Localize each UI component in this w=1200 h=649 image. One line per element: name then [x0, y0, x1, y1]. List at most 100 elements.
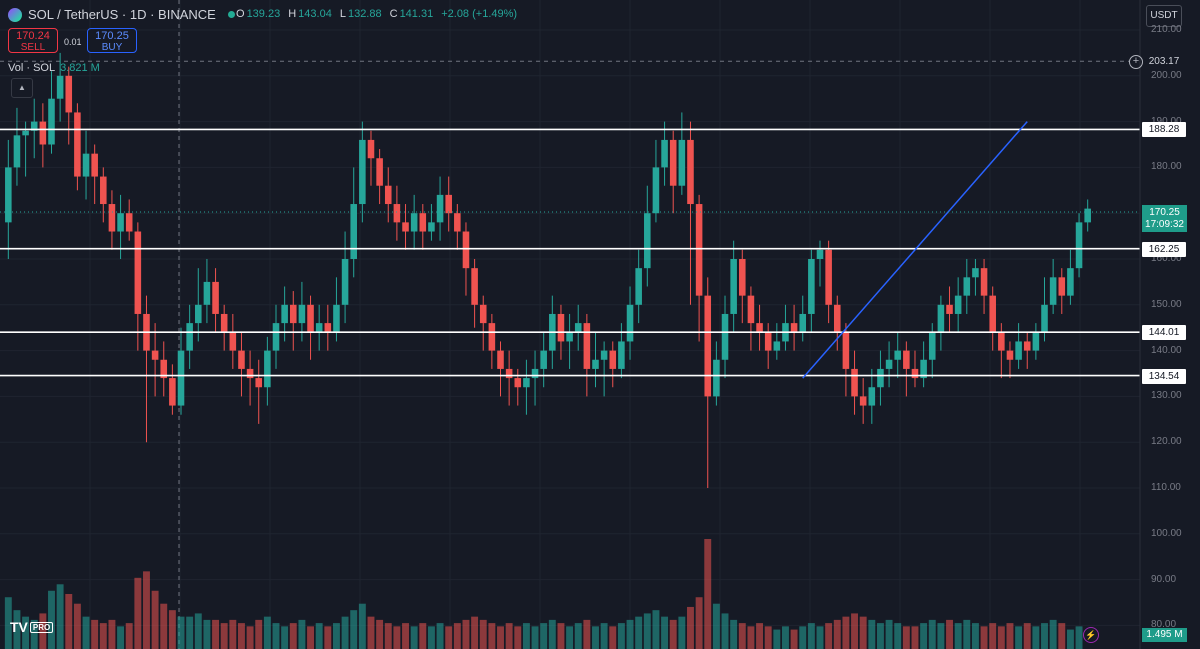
candle-body [877, 368, 884, 388]
volume-bar [574, 623, 582, 649]
lightning-icon[interactable]: ⚡ [1083, 627, 1099, 643]
candle-body [980, 268, 988, 296]
candle-body [307, 304, 314, 333]
buy-label: BUY [101, 42, 123, 53]
volume-bar [1006, 623, 1014, 649]
candle-body [359, 139, 366, 205]
volume-bar [954, 623, 962, 649]
volume-legend: Vol · SOL 3.821 M [8, 62, 100, 74]
candle-body [695, 204, 703, 296]
volume-bar [799, 626, 807, 649]
volume-bar [177, 616, 185, 649]
volume-bar [712, 603, 720, 649]
volume-bar [911, 626, 919, 649]
volume-bar [920, 623, 928, 649]
level-price-label: 134.54 [1142, 368, 1186, 384]
high-label: H [288, 8, 297, 20]
candle-body [410, 213, 418, 232]
ohlc-legend: O 139.23 H 143.04 L 132.88 C 141.31 +2.08 (+… [236, 8, 517, 20]
price-tick-label: 190.00 [1151, 115, 1182, 127]
candle-body [1015, 341, 1022, 360]
candle-body [497, 350, 504, 369]
trendline [802, 121, 1028, 379]
symbol-title[interactable]: SOL / TetherUS · 1D · BINANCE [28, 7, 216, 22]
sol-logo-icon [8, 7, 22, 22]
candle-body [842, 332, 850, 369]
candle-body [255, 378, 263, 388]
volume-bar [971, 623, 979, 649]
volume-bar [419, 623, 427, 649]
candle-body [367, 139, 375, 159]
candle-body [436, 194, 444, 223]
price-tick-label: 120.00 [1151, 436, 1182, 448]
candle-body [885, 359, 893, 369]
candle-body [384, 185, 392, 205]
candle-body [514, 378, 522, 388]
candle-body [816, 249, 824, 259]
candle-body [160, 359, 168, 379]
volume-bar [117, 626, 125, 649]
volume-bar [894, 623, 902, 649]
candle-body [928, 332, 936, 360]
level-price-label: 188.28 [1142, 122, 1186, 138]
volume-bar [99, 623, 107, 649]
volume-bar [885, 619, 893, 649]
volume-bar [833, 619, 841, 649]
candle-body [100, 176, 107, 205]
candle-body [488, 323, 496, 351]
candle-body [704, 295, 712, 397]
volume-bar [298, 619, 306, 649]
volume-bar [1075, 626, 1083, 649]
candle-body [419, 213, 427, 232]
volume-bar [635, 616, 643, 649]
candle-body [177, 350, 185, 406]
candle-body [238, 350, 245, 369]
volume-bar [997, 626, 1005, 649]
currency-selector[interactable]: USDT [1146, 5, 1182, 27]
candle-body [203, 281, 211, 305]
candle-body [644, 213, 651, 269]
volume-bar [807, 623, 815, 649]
candle-body [756, 323, 763, 333]
volume-bar [1015, 626, 1023, 649]
market-status-icon [227, 11, 235, 18]
volume-bar [39, 613, 47, 649]
candle-body [859, 396, 867, 406]
volume-bar [324, 626, 332, 649]
candle-body [393, 204, 401, 223]
candle-body [298, 304, 306, 324]
volume-bar [497, 626, 504, 649]
tradingview-logo[interactable]: TV PRO [10, 619, 54, 635]
candle-body [212, 281, 219, 314]
candle-body [669, 139, 677, 186]
volume-bar [583, 619, 591, 649]
close-value: 141.31 [399, 8, 434, 20]
volume-bar [989, 623, 997, 649]
sell-button[interactable]: 170.24 SELL [8, 28, 58, 53]
volume-bar [289, 623, 297, 649]
volume-bar [22, 616, 30, 649]
volume-bar [600, 623, 608, 649]
volume-bar [427, 626, 435, 649]
collapse-legend-button[interactable]: ▲ [11, 78, 33, 98]
candle-body [851, 368, 858, 397]
volume-bar [350, 610, 358, 649]
price-tick-label: 100.00 [1151, 527, 1182, 539]
sell-price: 170.24 [16, 30, 50, 42]
add-alert-icon[interactable]: + [1129, 55, 1143, 69]
buy-button[interactable]: 170.25 BUY [87, 28, 137, 53]
volume-bar [255, 619, 263, 649]
candle-body [220, 313, 228, 333]
candle-body [350, 204, 357, 259]
volume-bar [928, 619, 936, 649]
volume-bar [73, 603, 81, 649]
candle-body [108, 204, 116, 232]
volume-bar [721, 613, 729, 649]
candle-body [998, 332, 1005, 351]
volume-bar [730, 619, 738, 649]
price-tick-label: 150.00 [1151, 298, 1182, 310]
candle-body [678, 139, 686, 186]
low-label: L [339, 8, 346, 20]
candle-body [1006, 350, 1014, 360]
